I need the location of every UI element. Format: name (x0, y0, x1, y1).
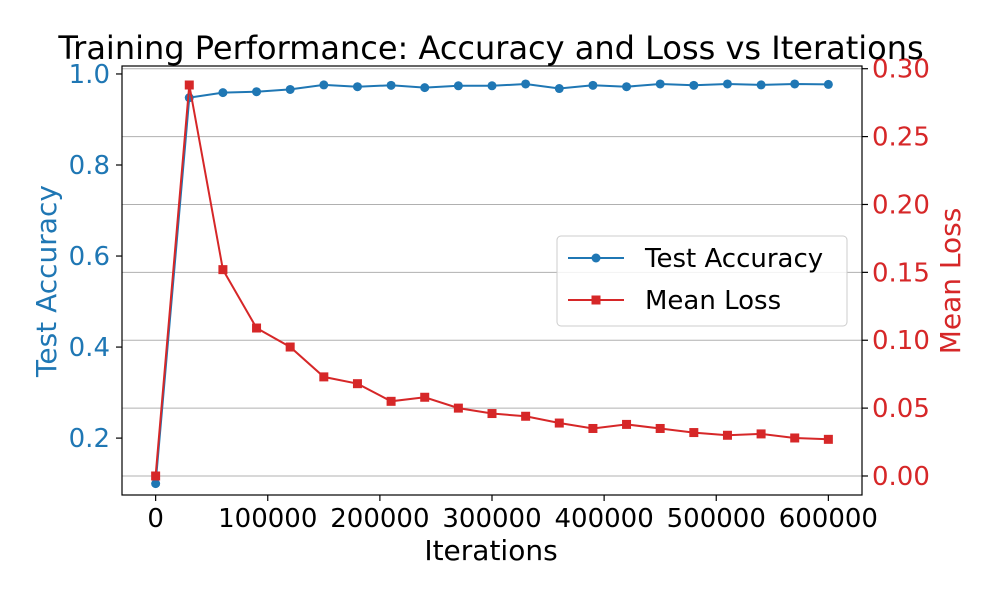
legend: Test Accuracy Mean Loss (556, 235, 848, 327)
data-point-mean-loss (823, 434, 833, 444)
data-point-mean-loss (319, 372, 329, 382)
x-tick-label: 300000 (442, 504, 541, 534)
x-axis-label: Iterations (424, 534, 557, 567)
data-point-mean-loss (521, 411, 531, 421)
data-point-mean-loss (756, 429, 766, 439)
data-point-mean-loss (218, 265, 228, 275)
data-point-mean-loss (151, 471, 161, 481)
data-point-mean-loss (790, 433, 800, 443)
x-tick-label: 600000 (779, 504, 878, 534)
data-point-test-accuracy (655, 79, 665, 89)
legend-box (556, 235, 848, 327)
x-axis: 0 100000 200000 300000 400000 500000 600000 (147, 495, 878, 534)
data-point-mean-loss (285, 342, 295, 352)
data-point-mean-loss (487, 409, 497, 419)
y-left-tick-label: 1.0 (69, 60, 110, 90)
data-point-mean-loss (655, 423, 665, 433)
x-tick-label: 200000 (330, 504, 429, 534)
data-point-test-accuracy (218, 88, 228, 98)
y-right-tick-label: 0.15 (872, 258, 930, 288)
data-point-test-accuracy (521, 79, 531, 89)
data-point-mean-loss (689, 428, 699, 438)
chart-title: Training Performance: Accuracy and Loss … (57, 29, 923, 67)
data-point-mean-loss (722, 430, 732, 440)
x-tick-label: 0 (147, 504, 164, 534)
x-tick-label: 500000 (667, 504, 766, 534)
data-point-mean-loss (252, 323, 262, 333)
data-point-mean-loss (622, 419, 632, 429)
data-point-test-accuracy (790, 79, 800, 89)
data-point-test-accuracy (420, 83, 430, 93)
y-axis-right-label: Mean Loss (934, 208, 967, 355)
y-left-tick-label: 0.8 (69, 151, 110, 181)
y-left-tick-label: 0.2 (69, 424, 110, 454)
data-point-test-accuracy (252, 87, 262, 97)
data-point-test-accuracy (722, 79, 732, 89)
y-right-tick-label: 0.05 (872, 394, 930, 424)
data-point-mean-loss (453, 403, 463, 413)
gridlines (122, 68, 862, 477)
data-point-mean-loss (588, 423, 598, 433)
y-axis-left: 0.2 0.4 0.6 0.8 1.0 (69, 60, 122, 454)
series-layer (151, 79, 833, 489)
data-point-mean-loss (386, 396, 396, 406)
data-point-test-accuracy (487, 81, 497, 91)
data-point-test-accuracy (756, 80, 766, 90)
legend-marker-test-accuracy (591, 253, 601, 263)
data-point-test-accuracy (588, 80, 598, 90)
data-point-test-accuracy (823, 79, 833, 89)
y-axis-right: 0.00 0.05 0.10 0.15 0.20 0.25 0.30 (862, 55, 930, 492)
data-point-test-accuracy (319, 80, 329, 90)
legend-marker-mean-loss (591, 295, 601, 305)
y-left-tick-label: 0.6 (69, 242, 110, 272)
data-point-test-accuracy (689, 80, 699, 90)
y-right-tick-label: 0.20 (872, 190, 930, 220)
data-point-test-accuracy (352, 82, 362, 92)
data-point-mean-loss (352, 379, 362, 389)
legend-label-test-accuracy: Test Accuracy (644, 244, 823, 274)
y-left-tick-label: 0.4 (69, 333, 110, 363)
data-point-mean-loss (420, 392, 430, 402)
y-axis-left-label: Test Accuracy (30, 185, 63, 378)
legend-label-mean-loss: Mean Loss (645, 286, 781, 316)
data-point-mean-loss (184, 80, 194, 90)
y-right-tick-label: 0.10 (872, 326, 930, 356)
y-right-tick-label: 0.30 (872, 55, 930, 85)
data-point-test-accuracy (554, 84, 564, 94)
y-right-tick-label: 0.25 (872, 123, 930, 153)
data-point-test-accuracy (386, 80, 396, 90)
x-tick-label: 400000 (554, 504, 653, 534)
data-point-test-accuracy (151, 479, 161, 489)
y-right-tick-label: 0.00 (872, 462, 930, 492)
data-point-mean-loss (554, 418, 564, 428)
data-point-test-accuracy (453, 81, 463, 91)
data-point-test-accuracy (622, 82, 632, 92)
x-tick-label: 100000 (218, 504, 317, 534)
data-point-test-accuracy (285, 84, 295, 94)
